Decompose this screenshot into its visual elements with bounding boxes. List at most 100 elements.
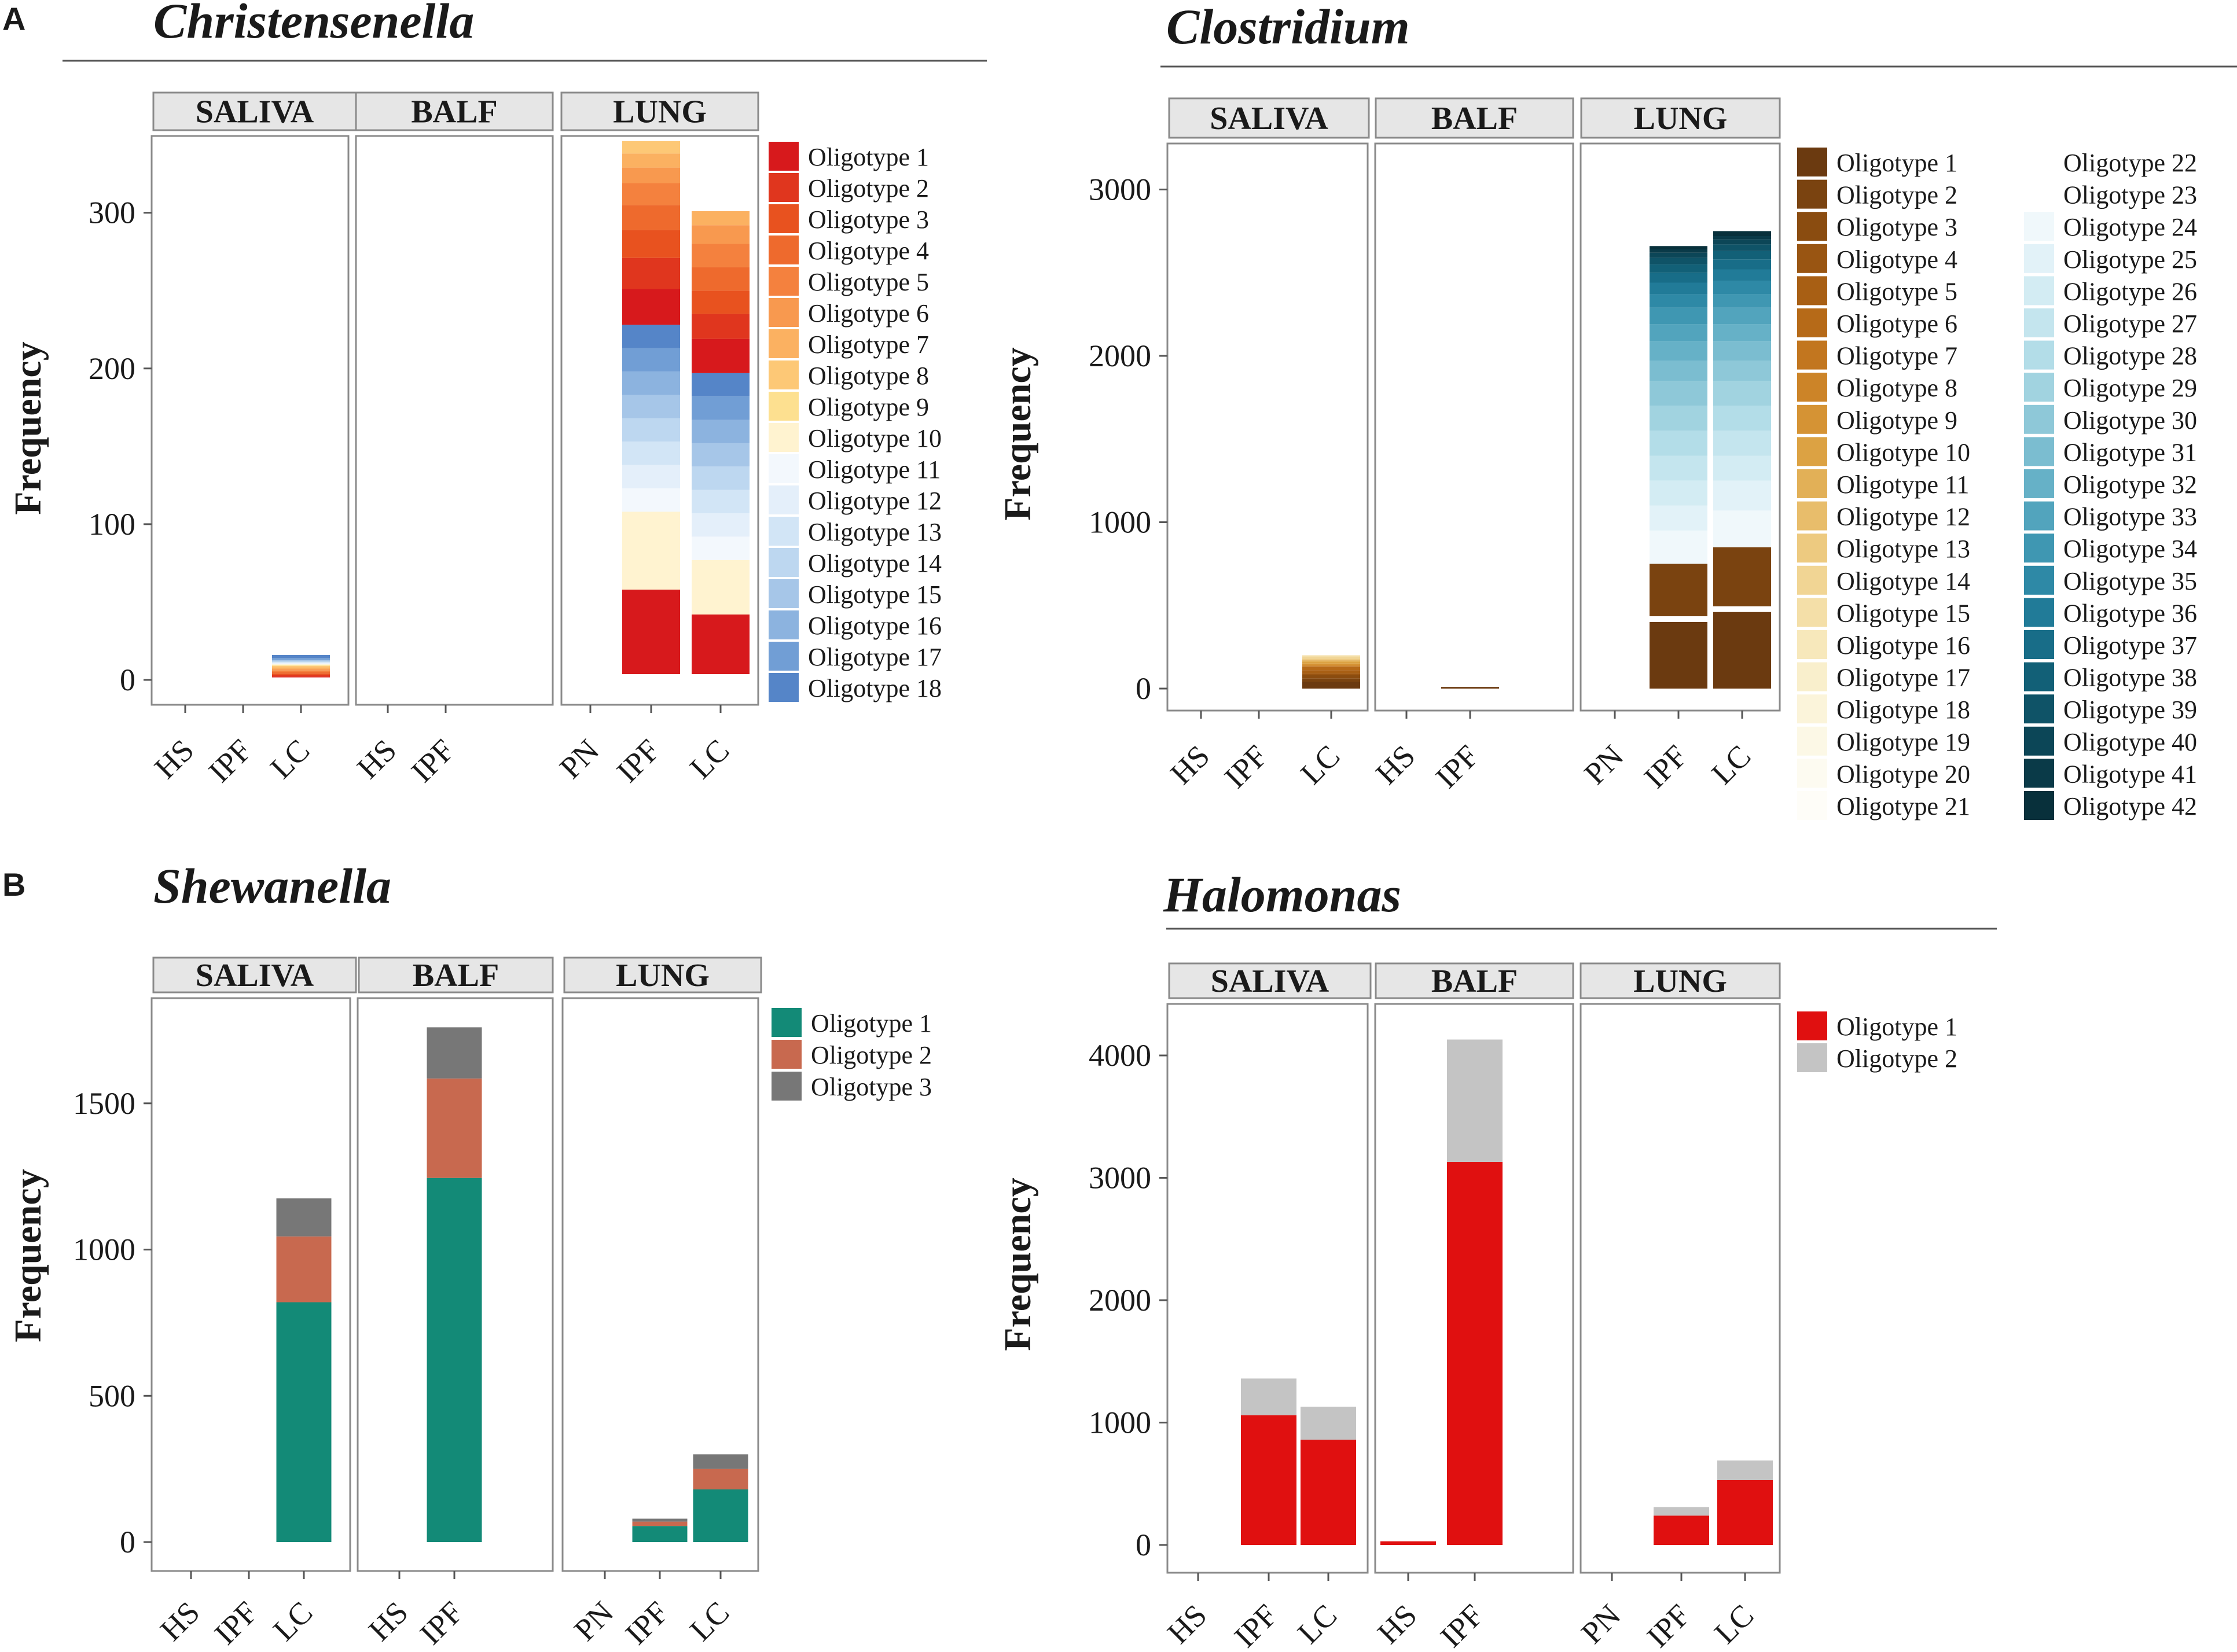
bar-segment-lung-lc-oligotype-1[interactable] (693, 1489, 748, 1542)
bar-segment-saliva-lc-oligotype-2[interactable] (1301, 1407, 1356, 1440)
bar-segment-saliva-lc-oligotype-11[interactable] (1302, 660, 1360, 662)
bar-segment-saliva-lc-oligotype-15[interactable] (1302, 655, 1360, 657)
bar-segment-saliva-lc-oligotype-7[interactable] (1302, 666, 1360, 667)
bar-segment-lung-ipf-oligotype-3[interactable] (622, 230, 680, 258)
bar-segment-saliva-lc-oligotype-15[interactable] (272, 660, 330, 661)
bar-segment-saliva-lc-oligotype-7[interactable] (272, 667, 330, 669)
bar-segment-balf-ipf-oligotype-3[interactable] (427, 1027, 482, 1079)
bar-segment-saliva-lc-oligotype-6[interactable] (272, 669, 330, 671)
bar-segment-saliva-lc-oligotype-13[interactable] (272, 662, 330, 663)
bar-segment-saliva-lc-oligotype-2[interactable] (276, 1236, 332, 1303)
bar-segment-lung-ipf-oligotype-26[interactable] (1650, 480, 1707, 506)
bar-segment-lung-lc-oligotype-12[interactable] (692, 513, 750, 537)
bar-segment-lung-ipf-oligotype-11[interactable] (622, 488, 680, 512)
bar-segment-lung-ipf-oligotype-27[interactable] (1650, 455, 1707, 481)
bar-segment-saliva-lc-oligotype-2[interactable] (1302, 678, 1360, 682)
bar-segment-saliva-ipf-oligotype-1[interactable] (1241, 1415, 1296, 1545)
bar-segment-lung-ipf-oligotype-24[interactable] (1650, 530, 1707, 564)
bar-segment-lung-ipf-oligotype-36[interactable] (1650, 282, 1707, 295)
bar-segment-lung-ipf-oligotype-3[interactable] (632, 1518, 688, 1522)
bar-segment-lung-lc-oligotype-2[interactable] (1713, 547, 1771, 606)
bar-segment-lung-lc-oligotype-13[interactable] (692, 490, 750, 514)
bar-segment-lung-lc-oligotype-33[interactable] (1713, 307, 1771, 325)
bar-segment-saliva-lc-oligotype-14[interactable] (1302, 657, 1360, 659)
bar-segment-saliva-lc-oligotype-4[interactable] (272, 672, 330, 674)
bar-segment-saliva-lc-oligotype-8[interactable] (1302, 665, 1360, 667)
bar-segment-saliva-lc-oligotype-6[interactable] (1302, 667, 1360, 671)
bar-segment-lung-ipf-oligotype-42[interactable] (1650, 246, 1707, 249)
bar-segment-saliva-lc-oligotype-1[interactable] (272, 676, 330, 678)
bar-segment-lung-lc-oligotype-27[interactable] (1713, 431, 1771, 456)
bar-segment-saliva-lc-oligotype-3[interactable] (1302, 675, 1360, 679)
bar-segment-lung-ipf-oligotype-17[interactable] (622, 348, 680, 372)
bar-segment-lung-ipf-oligotype-28[interactable] (1650, 431, 1707, 456)
bar-segment-lung-lc-oligotype-2[interactable] (1717, 1460, 1773, 1480)
bar-segment-balf-ipf-oligotype-1[interactable] (1441, 687, 1499, 689)
bar-segment-lung-ipf-oligotype-2[interactable] (632, 1521, 688, 1526)
bar-segment-lung-lc-oligotype-15[interactable] (692, 443, 750, 467)
bar-segment-lung-lc-oligotype-26[interactable] (1713, 455, 1771, 481)
bar-segment-saliva-lc-oligotype-18[interactable] (272, 654, 330, 658)
bar-segment-balf-hs-oligotype-1[interactable] (1380, 1541, 1436, 1545)
bar-segment-lung-ipf-oligotype-7[interactable] (622, 153, 680, 168)
bar-segment-lung-lc-oligotype-2[interactable] (692, 314, 750, 339)
bar-segment-lung-ipf-oligotype-10[interactable] (622, 512, 680, 590)
bar-segment-saliva-lc-oligotype-17[interactable] (272, 658, 330, 660)
bar-segment-lung-lc-oligotype-31[interactable] (1713, 341, 1771, 361)
bar-segment-saliva-lc-oligotype-5[interactable] (1302, 670, 1360, 674)
bar-segment-lung-ipf-oligotype-8[interactable] (622, 141, 680, 154)
bar-segment-saliva-lc-oligotype-10[interactable] (272, 664, 330, 665)
bar-segment-lung-lc-oligotype-1[interactable] (1717, 1480, 1773, 1545)
bar-segment-balf-ipf-oligotype-2[interactable] (427, 1078, 482, 1178)
bar-segment-saliva-lc-oligotype-1[interactable] (1302, 682, 1360, 689)
bar-segment-lung-ipf-oligotype-1[interactable] (632, 1526, 688, 1542)
bar-segment-lung-ipf-oligotype-33[interactable] (1650, 324, 1707, 341)
bar-segment-lung-lc-oligotype-28[interactable] (1713, 406, 1771, 431)
bar-segment-saliva-lc-oligotype-14[interactable] (272, 661, 330, 663)
bar-segment-lung-lc-oligotype-6[interactable] (692, 225, 750, 244)
bar-segment-lung-lc-oligotype-34[interactable] (1713, 294, 1771, 308)
bar-segment-saliva-lc-oligotype-4[interactable] (1302, 674, 1360, 675)
bar-segment-saliva-lc-oligotype-9[interactable] (1302, 663, 1360, 665)
bar-segment-lung-ipf-oligotype-16[interactable] (622, 371, 680, 395)
bar-segment-lung-lc-oligotype-16[interactable] (692, 420, 750, 443)
bar-segment-lung-ipf-oligotype-34[interactable] (1650, 307, 1707, 325)
bar-segment-lung-lc-oligotype-7[interactable] (692, 211, 750, 226)
bar-segment-lung-ipf-oligotype-39[interactable] (1650, 257, 1707, 264)
bar-segment-lung-ipf-oligotype-1[interactable] (622, 589, 680, 674)
bar-segment-lung-lc-oligotype-38[interactable] (1713, 251, 1771, 260)
bar-segment-lung-ipf-oligotype-1[interactable] (622, 289, 680, 325)
bar-segment-lung-lc-oligotype-35[interactable] (1713, 281, 1771, 295)
bar-segment-lung-lc-oligotype-1[interactable] (1713, 612, 1771, 689)
bar-segment-lung-lc-oligotype-29[interactable] (1713, 381, 1771, 406)
bar-segment-saliva-ipf-oligotype-2[interactable] (1241, 1378, 1296, 1415)
bar-segment-lung-ipf-oligotype-30[interactable] (1650, 381, 1707, 406)
bar-segment-lung-ipf-oligotype-12[interactable] (622, 465, 680, 488)
bar-segment-lung-ipf-oligotype-37[interactable] (1650, 273, 1707, 283)
bar-segment-lung-ipf-oligotype-2[interactable] (1650, 564, 1707, 616)
bar-segment-lung-ipf-oligotype-4[interactable] (622, 205, 680, 230)
bar-segment-balf-ipf-oligotype-1[interactable] (427, 1178, 482, 1542)
bar-segment-lung-ipf-oligotype-38[interactable] (1650, 264, 1707, 273)
bar-segment-saliva-lc-oligotype-13[interactable] (1302, 658, 1360, 660)
bar-segment-lung-lc-oligotype-18[interactable] (692, 373, 750, 397)
bar-segment-lung-ipf-oligotype-32[interactable] (1650, 341, 1707, 361)
bar-segment-balf-ipf-oligotype-1[interactable] (1447, 1162, 1503, 1545)
bar-segment-lung-lc-oligotype-11[interactable] (692, 536, 750, 560)
bar-segment-lung-ipf-oligotype-25[interactable] (1650, 505, 1707, 531)
bar-segment-saliva-lc-oligotype-3[interactable] (272, 674, 330, 675)
bar-segment-lung-lc-oligotype-1[interactable] (692, 614, 750, 674)
bar-segment-lung-lc-oligotype-2[interactable] (693, 1469, 748, 1490)
bar-segment-lung-lc-oligotype-30[interactable] (1713, 360, 1771, 381)
bar-segment-saliva-lc-oligotype-5[interactable] (272, 670, 330, 672)
bar-segment-lung-ipf-oligotype-40[interactable] (1650, 252, 1707, 258)
bar-segment-lung-ipf-oligotype-6[interactable] (622, 167, 680, 183)
bar-segment-lung-lc-oligotype-25[interactable] (1713, 480, 1771, 511)
bar-segment-lung-lc-oligotype-42[interactable] (1713, 231, 1771, 236)
bar-segment-lung-ipf-oligotype-41[interactable] (1650, 249, 1707, 253)
bar-segment-lung-ipf-oligotype-14[interactable] (622, 418, 680, 442)
bar-segment-lung-ipf-oligotype-2[interactable] (1654, 1507, 1709, 1516)
bar-segment-lung-lc-oligotype-40[interactable] (1713, 239, 1771, 245)
bar-segment-lung-ipf-oligotype-1[interactable] (1650, 622, 1707, 689)
bar-segment-lung-ipf-oligotype-35[interactable] (1650, 294, 1707, 308)
